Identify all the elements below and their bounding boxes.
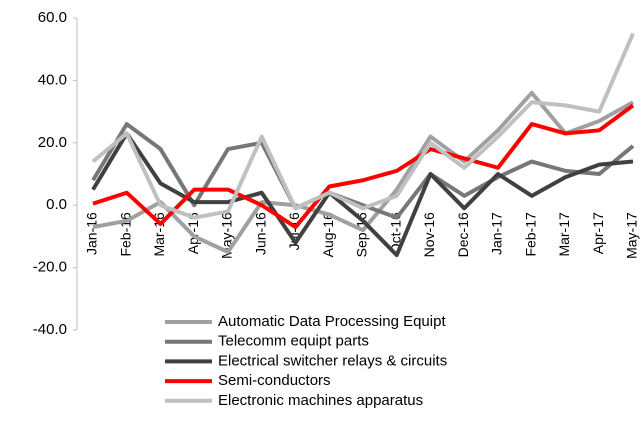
series-line bbox=[91, 131, 634, 258]
series-line bbox=[92, 103, 635, 230]
x-tick-label: Jan-16 bbox=[84, 212, 100, 255]
legend-label: Telecomm equipt parts bbox=[218, 333, 369, 350]
x-tick-label: Mar-17 bbox=[556, 212, 572, 257]
x-tick-label: Jan-17 bbox=[489, 212, 505, 255]
x-tick-label: Feb-17 bbox=[522, 212, 538, 257]
x-tick-label: May-17 bbox=[624, 212, 640, 259]
y-tick-label: -40.0 bbox=[33, 321, 67, 338]
series-line bbox=[92, 90, 634, 254]
y-tick-label: 40.0 bbox=[38, 71, 67, 88]
x-tick-label: Aug-16 bbox=[320, 212, 336, 257]
series-line bbox=[91, 32, 635, 220]
x-tick-label: Dec-16 bbox=[455, 212, 471, 257]
y-tick-label: 20.0 bbox=[38, 134, 67, 151]
x-tick-label: Apr-17 bbox=[590, 212, 606, 254]
series-line bbox=[91, 122, 635, 220]
x-tick-label: Jun-16 bbox=[252, 212, 268, 255]
legend-label: Automatic Data Processing Equipt bbox=[218, 313, 446, 330]
y-tick-label: 0.0 bbox=[46, 196, 67, 213]
legend-label: Electronic machines apparatus bbox=[218, 392, 423, 409]
legend-label: Electrical switcher relays & circuits bbox=[218, 352, 447, 369]
y-tick-label: 60.0 bbox=[38, 9, 67, 26]
y-tick-label: -20.0 bbox=[33, 259, 67, 276]
x-tick-label: Nov-16 bbox=[421, 212, 437, 257]
legend-label: Semi-conductors bbox=[218, 372, 331, 389]
